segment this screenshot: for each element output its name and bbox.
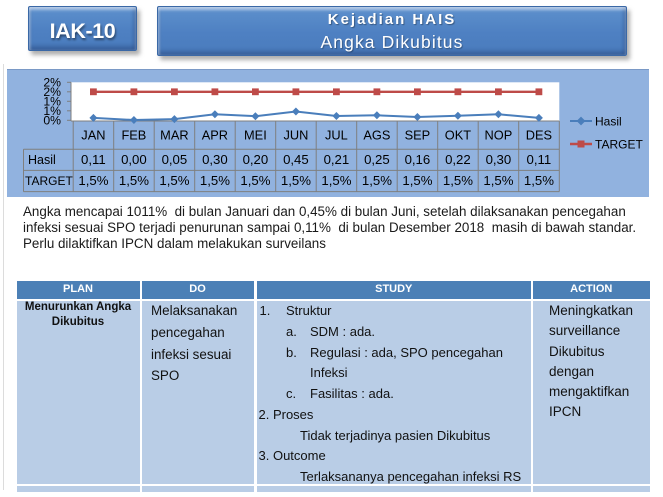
svg-text:1,5%: 1,5%	[483, 173, 513, 188]
svg-text:1,5%: 1,5%	[443, 173, 473, 188]
svg-text:SEP: SEP	[405, 128, 431, 143]
svg-text:JUL: JUL	[325, 128, 348, 143]
svg-text:0,22: 0,22	[445, 152, 471, 167]
svg-text:0,11: 0,11	[527, 152, 552, 167]
svg-text:Hasil: Hasil	[595, 114, 622, 128]
svg-text:1,5%: 1,5%	[200, 173, 230, 188]
svg-text:MEI: MEI	[244, 128, 267, 143]
svg-text:0,30: 0,30	[202, 152, 228, 167]
svg-text:0,00: 0,00	[121, 152, 147, 167]
svg-text:NOP: NOP	[485, 128, 513, 143]
svg-text:1%: 1%	[43, 94, 61, 108]
svg-text:0%: 0%	[43, 113, 61, 127]
svg-text:1,5%: 1,5%	[119, 173, 149, 188]
svg-text:DES: DES	[526, 128, 552, 143]
svg-text:0,25: 0,25	[364, 152, 390, 167]
svg-text:2%: 2%	[43, 75, 61, 89]
svg-text:0,05: 0,05	[162, 152, 188, 167]
svg-text:APR: APR	[202, 128, 228, 143]
svg-text:TARGET: TARGET	[595, 137, 643, 151]
svg-text:AGS: AGS	[363, 128, 390, 143]
svg-text:1,5%: 1,5%	[362, 173, 392, 188]
svg-text:0,30: 0,30	[486, 152, 512, 167]
svg-text:JUN: JUN	[283, 128, 308, 143]
svg-text:1,5%: 1,5%	[240, 173, 270, 188]
svg-text:OKT: OKT	[445, 128, 471, 143]
svg-text:Hasil: Hasil	[28, 153, 56, 167]
svg-text:0,16: 0,16	[405, 152, 431, 167]
svg-text:1%: 1%	[43, 104, 61, 118]
svg-text:1,5%: 1,5%	[159, 173, 189, 188]
svg-text:1,5%: 1,5%	[78, 173, 108, 188]
svg-text:0,21: 0,21	[324, 152, 350, 167]
svg-text:1,5%: 1,5%	[402, 173, 432, 188]
svg-text:1,5%: 1,5%	[524, 173, 554, 188]
svg-text:0,20: 0,20	[243, 152, 269, 167]
svg-text:JAN: JAN	[81, 128, 105, 143]
svg-text:FEB: FEB	[121, 128, 146, 143]
svg-text:0,11: 0,11	[81, 152, 106, 167]
svg-text:MAR: MAR	[160, 128, 188, 143]
svg-text:1,5%: 1,5%	[321, 173, 351, 188]
svg-text:0,45: 0,45	[283, 152, 309, 167]
svg-text:1,5%: 1,5%	[281, 173, 311, 188]
svg-text:TARGET: TARGET	[25, 174, 73, 188]
svg-text:2%: 2%	[43, 85, 61, 99]
